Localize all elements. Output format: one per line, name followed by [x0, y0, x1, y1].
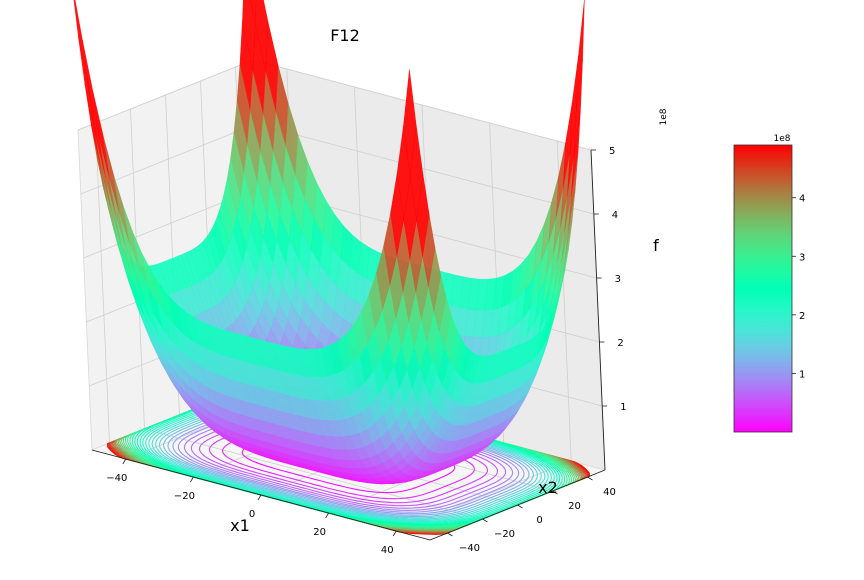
surface-patch [78, 36, 95, 134]
x-tick-mark [190, 477, 193, 482]
colorbar-tick-label: 2 [799, 311, 805, 322]
z-tick-label: 1 [620, 402, 626, 413]
y-tick-label: 20 [568, 501, 581, 512]
y-tick-label: 40 [603, 487, 616, 498]
y-axis-label: x2 [538, 478, 558, 497]
z-tick-label: 5 [609, 146, 615, 157]
chart-title: F12 [330, 26, 360, 45]
x-tick-mark [123, 459, 126, 464]
y-tick-label: 0 [536, 515, 542, 526]
colorbar: 1 2 3 4 1e8 [734, 134, 805, 432]
colorbar-tick-label: 4 [799, 194, 805, 205]
y-tick-mark [448, 533, 453, 536]
x-tick-label: 40 [381, 545, 394, 556]
z-tick-label: 3 [615, 274, 621, 285]
colorbar-ticks: 1 2 3 4 [792, 194, 805, 381]
x-tick-mark [393, 531, 396, 536]
x-tick-mark [326, 513, 329, 518]
x-axis-label: x1 [230, 516, 250, 535]
x-tick-mark [258, 495, 261, 500]
colorbar-multiplier: 1e8 [774, 134, 791, 144]
y-tick-mark [518, 505, 523, 508]
y-tick-mark [588, 477, 593, 480]
x-tick-label: 20 [313, 527, 326, 538]
z-tick-label: 4 [612, 210, 618, 221]
surface-patch [71, 0, 89, 91]
z-tick-label: 2 [617, 338, 623, 349]
z-axis-multiplier: 1e8 [659, 108, 669, 125]
y-tick-label: −40 [459, 543, 480, 554]
z-axis-label: f [653, 236, 659, 255]
colorbar-gradient [734, 145, 792, 432]
y-tick-mark [483, 519, 488, 522]
colorbar-tick-label: 1 [799, 369, 805, 380]
colorbar-tick-label: 3 [799, 252, 805, 263]
x-tick-label: −20 [174, 491, 195, 502]
x-tick-label: −40 [106, 473, 127, 484]
y-tick-label: −20 [494, 529, 515, 540]
